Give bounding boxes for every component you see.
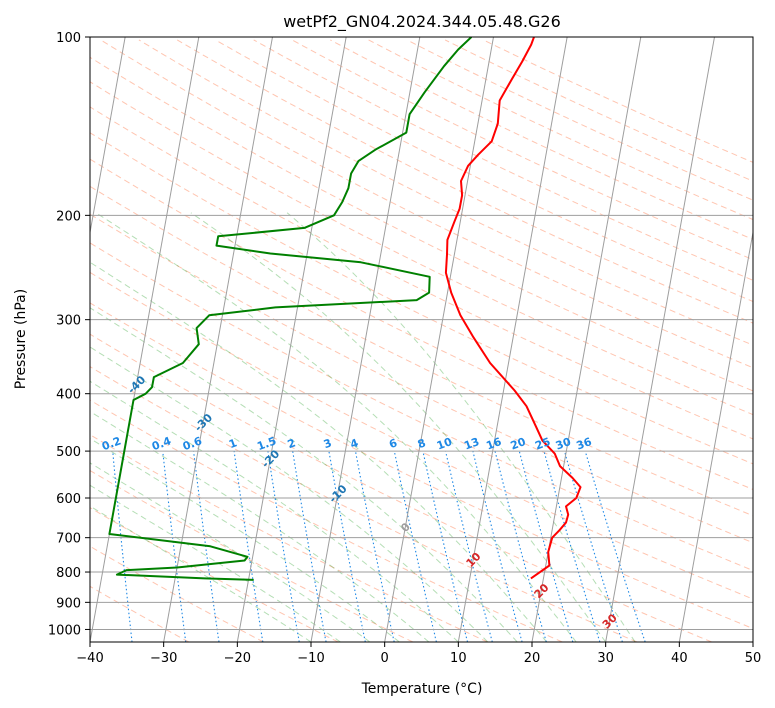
moist-adiabat-line	[90, 462, 371, 642]
dry-adiabat-line	[90, 399, 563, 642]
mixing-ratio-label: 2	[286, 436, 298, 451]
moist-adiabat-line	[90, 380, 459, 642]
mixing-ratio-label: 3	[322, 436, 334, 451]
mixing-ratio-line	[328, 451, 366, 642]
isotherm-line	[163, 37, 273, 642]
mixing-ratio-line	[543, 450, 601, 642]
dry-adiabat-line	[90, 106, 753, 440]
x-tick-label: 50	[745, 651, 762, 666]
mixing-ratio-label: 20	[509, 435, 528, 453]
mixing-ratio-line	[494, 450, 547, 642]
y-tick-label: 700	[56, 532, 81, 547]
moist-adiabat-line	[90, 437, 400, 642]
moist-adiabat-line	[95, 212, 577, 642]
dry-adiabats	[90, 39, 753, 642]
dry-adiabat-line	[90, 333, 712, 642]
x-tick-label: −30	[150, 651, 177, 666]
mixing-ratio-label: 36	[575, 435, 594, 453]
moist-adiabat-line	[286, 212, 636, 642]
mixing-ratio-line	[233, 451, 264, 642]
y-tick-label: 600	[56, 492, 81, 507]
y-tick-label: 100	[56, 31, 81, 46]
chart-title: wetPf2_GN04.2024.344.05.48.G26	[283, 12, 561, 32]
moist-adiabats	[90, 212, 636, 642]
y-tick-label: 800	[56, 566, 81, 581]
y-tick-label: 1000	[48, 623, 81, 638]
isotherm-line	[236, 37, 347, 642]
moist-adiabat-line	[90, 484, 341, 642]
dry-adiabat-line	[90, 302, 753, 630]
moist-adiabat-line	[90, 346, 489, 642]
isotherm-line	[531, 37, 642, 642]
x-tick-label: 30	[597, 651, 614, 666]
isotherm-line	[678, 229, 753, 642]
mixing-ratio-label: 1	[227, 436, 239, 451]
isotherm-line	[90, 37, 200, 642]
mixing-ratio-line	[584, 450, 646, 642]
series-layer	[108, 37, 582, 581]
x-axis-label: Temperature (°C)	[361, 681, 483, 697]
y-tick-label: 300	[56, 314, 81, 329]
mixing-ratio-line	[192, 451, 220, 642]
x-tick-label: −10	[297, 651, 324, 666]
moist-adiabat-line	[90, 261, 548, 642]
mixing-ratio-line	[472, 450, 523, 642]
mixing-ratio-label: 8	[416, 436, 428, 451]
moist-adiabat-line	[90, 505, 312, 642]
isotherm-line	[457, 37, 568, 642]
isotherm-line	[310, 37, 421, 642]
dry-adiabat-line	[90, 469, 414, 642]
y-tick-label: 500	[56, 445, 81, 460]
mixing-ratio-label: 13	[462, 435, 481, 452]
mixing-ratio-label: 1.5	[255, 434, 278, 453]
x-tick-label: 10	[450, 651, 467, 666]
isotherm-line	[90, 37, 126, 236]
temperature-profile	[444, 37, 582, 580]
dry-adiabat-line	[90, 271, 753, 600]
x-tick-label: 40	[671, 651, 688, 666]
mixing-ratio-label: 0.6	[181, 434, 204, 453]
x-axis-ticks: −40 −30 −20 −10 0 10 20 30 40 50	[76, 642, 761, 666]
mixing-ratio-label: 4	[348, 436, 360, 451]
y-axis-ticks: 100 200 300 400 500 600 700 800 900 1000	[48, 31, 90, 638]
mixing-ratio-line	[422, 450, 469, 642]
y-tick-label: 400	[56, 388, 81, 403]
moist-adiabat-line	[90, 307, 518, 642]
mixing-ratio-label: 6	[387, 436, 399, 451]
mixing-ratio-label: 30	[554, 435, 573, 453]
x-tick-label: −40	[76, 651, 103, 666]
mixing-ratio-line	[393, 450, 437, 642]
pressure-gridlines	[90, 37, 753, 630]
dry-adiabat-line	[90, 507, 339, 642]
dry-adiabat-line	[90, 242, 753, 572]
mixing-ratio-label: 16	[484, 435, 503, 453]
mixing-ratio-label: 0.2	[100, 434, 123, 453]
dry-adiabat-line	[90, 366, 638, 642]
mixing-ratio-label: 25	[533, 435, 552, 452]
y-axis-label: Pressure (hPa)	[13, 289, 29, 389]
isotherms	[90, 37, 753, 642]
plot-frame	[89, 36, 754, 643]
mixing-ratio-label: 10	[435, 435, 454, 453]
x-tick-label: 0	[381, 651, 389, 666]
x-tick-label: 20	[524, 651, 541, 666]
isotherm-line	[384, 37, 494, 642]
y-tick-label: 200	[56, 209, 81, 224]
dewpoint-profile	[108, 37, 473, 581]
isotherm-line	[605, 37, 715, 642]
mixing-ratio-line	[563, 450, 623, 642]
mixing-ratio-label: 0.4	[150, 434, 173, 453]
x-tick-label: −20	[224, 651, 251, 666]
mixing-ratio-line	[162, 451, 187, 642]
y-tick-label: 900	[56, 596, 81, 611]
dry-adiabat-line	[90, 132, 753, 465]
